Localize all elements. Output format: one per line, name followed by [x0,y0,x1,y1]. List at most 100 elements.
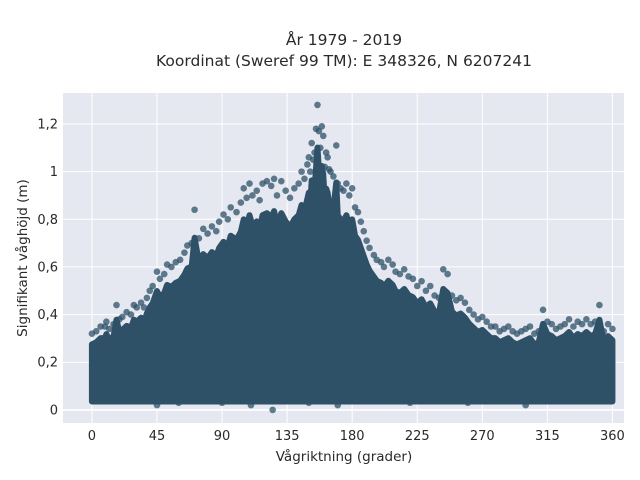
scatter-point [105,325,113,333]
y-tick-label: 0,8 [37,213,58,228]
scatter-point [247,401,255,409]
scatter-point [146,287,154,295]
scatter-point [409,275,417,283]
scatter-point [110,320,117,328]
scatter-point [118,313,126,321]
scatter-point [156,275,164,283]
data-points [88,101,616,414]
scatter-point [505,323,512,330]
scatter-point [351,204,359,211]
scatter-point [461,299,469,306]
scatter-point [522,401,529,409]
scatter-point [360,227,368,235]
scatter-point [306,168,314,175]
scatter-point [215,218,223,225]
scatter-point [204,230,211,237]
scatter-point [464,399,472,407]
scatter-point [127,311,135,318]
scatter-point [195,235,203,242]
scatter-point [208,223,216,230]
dense-point-cloud [88,144,616,405]
scatter-point [470,311,477,318]
scatter-point [267,182,275,190]
scatter-point [113,301,120,309]
scatter-point [609,325,616,333]
chart-title-line-2: Koordinat (Sweref 99 TM): E 348326, N 62… [156,52,532,70]
scatter-point [304,161,311,168]
x-tick-label: 135 [275,429,300,444]
scatter-point [591,318,599,326]
scatter-point [483,318,490,326]
scatter-point [448,292,456,299]
scatter-point [249,192,256,199]
scatter-point [389,261,396,268]
scatter-point [332,142,340,149]
scatter-point [133,304,141,311]
scatter-point [406,399,414,407]
scatter-point [548,320,556,328]
x-axis-title: Vågriktning (grader) [276,448,413,465]
scatter-point [243,194,250,202]
scatter-point [309,156,317,164]
scatter-point [583,316,590,323]
scatter-point [301,175,308,183]
scatter-point [315,127,323,135]
scatter-point [246,180,253,187]
scatter-point [263,177,271,185]
x-tick-label: 270 [470,429,495,444]
scatter-point [426,282,434,290]
scatter-point [314,101,321,109]
scatter-point [439,266,447,273]
scatter-point [363,237,370,245]
scatter-point [396,270,404,278]
scatter-point [385,256,392,264]
x-tick-label: 90 [214,429,231,444]
scatter-point [298,168,305,175]
scatter-point [220,211,227,218]
y-tick-label: 0,4 [37,308,58,323]
scatter-point [565,397,573,404]
x-tick-label: 180 [340,429,365,444]
scatter-point [354,208,362,216]
scatter-point [370,397,378,404]
y-axis-ticks: 0 0,2 0,4 0,6 0,8 1 1,2 [37,117,58,418]
scatter-point [565,316,573,323]
scatter-point [149,282,156,290]
scatter-point [340,187,347,194]
scatter-point [400,266,408,273]
y-tick-label: 0,2 [37,356,58,371]
scatter-point [418,277,425,285]
scatter-point [345,192,353,199]
scatter-point [240,185,248,192]
scatter-point [175,399,182,407]
scatter-point [330,173,337,180]
scatter-point [606,394,613,402]
scatter-point [526,323,534,330]
scatter-point [295,180,302,187]
scatter-point [465,306,473,314]
scatter-point [317,144,324,152]
point-cloud-core [88,144,616,405]
scatter-point [168,263,175,271]
scatter-point [377,258,385,266]
scatter-point [348,185,356,192]
scatter-point [237,199,245,206]
scatter-point [539,306,547,314]
y-tick-label: 0 [50,403,58,418]
scatter-point [181,249,188,256]
scatter-point [269,406,276,414]
scatter-point [578,320,586,328]
scatter-point [380,263,388,271]
y-tick-label: 0,6 [37,260,58,275]
scatter-point [366,244,373,252]
scatter-point [600,327,608,335]
scatter-point [334,180,342,187]
scatter-point [308,139,315,147]
scatter-point [561,320,569,328]
scatter-point [282,187,289,194]
scatter-point [479,313,486,321]
scatter-point [343,180,350,187]
scatter-point [457,294,464,302]
x-tick-label: 45 [149,429,166,444]
